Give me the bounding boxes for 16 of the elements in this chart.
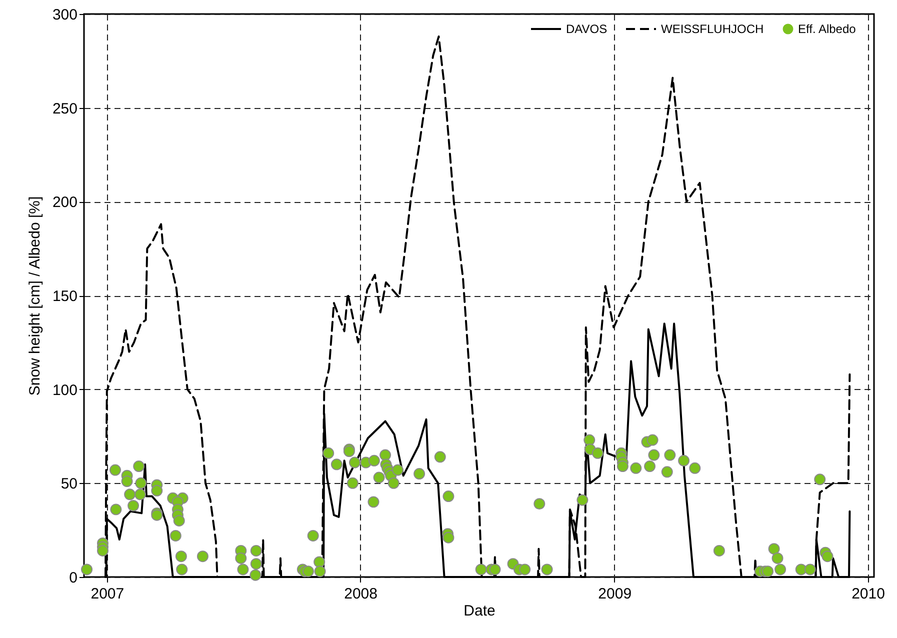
x-tick-label: 2007: [90, 586, 124, 602]
x-tick-label: 2009: [598, 586, 632, 602]
legend-label: Eff. Albedo: [798, 22, 856, 36]
x-axis-title: Date: [464, 602, 496, 620]
legend-label: DAVOS: [566, 22, 608, 36]
y-tick-label: 200: [52, 194, 78, 212]
legend-label: WEISSFLUHJOCH: [661, 22, 764, 36]
y-tick-label: 150: [52, 288, 78, 305]
x-tick-label: 2008: [344, 586, 378, 602]
y-tick-label: 300: [52, 6, 78, 24]
y-axis-title: Snow height [cm] / Albedo [%]: [26, 196, 44, 396]
y-tick-label: 250: [52, 100, 78, 118]
y-tick-label: 100: [52, 382, 78, 399]
y-tick-label: 50: [60, 476, 78, 493]
y-tick-label: 0: [69, 570, 78, 586]
x-tick-label: 2010: [852, 586, 885, 602]
